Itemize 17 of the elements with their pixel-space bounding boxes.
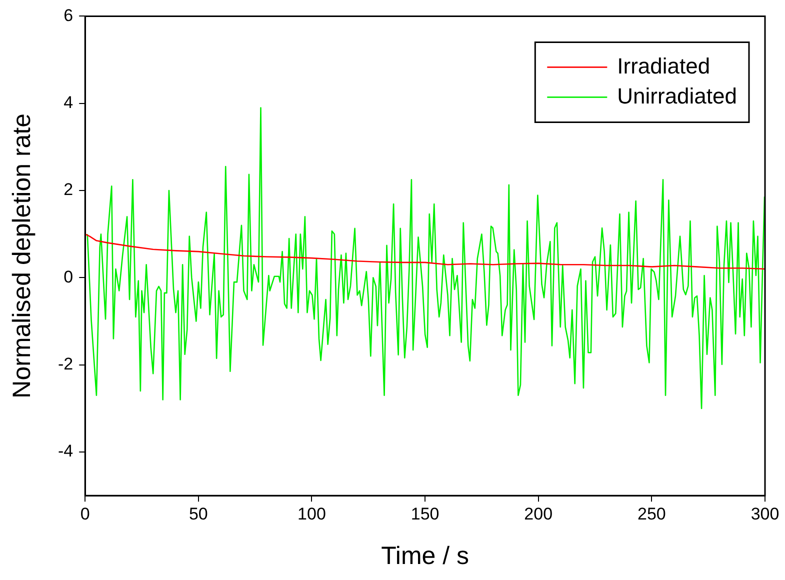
x-tick-label: 50 <box>188 504 208 524</box>
y-tick-label: -2 <box>58 354 74 374</box>
x-tick-label: 250 <box>638 504 666 524</box>
x-tick-label: 300 <box>750 504 780 524</box>
x-tick-label: 150 <box>410 504 440 524</box>
y-tick-label: 2 <box>64 180 74 200</box>
y-tick-label: 0 <box>64 267 74 286</box>
y-tick-label: 4 <box>64 93 74 112</box>
y-tick-label: -4 <box>58 442 74 461</box>
x-tick-label: 100 <box>298 504 326 524</box>
y-axis-title: Normalised depletion rate <box>8 113 36 398</box>
x-tick-label: 0 <box>80 504 90 524</box>
x-axis-title: Time / s <box>381 542 470 570</box>
legend-label: Irradiated <box>617 53 710 78</box>
x-tick-label: 200 <box>524 504 553 524</box>
legend-label: Unirradiated <box>617 83 738 108</box>
y-tick-label: 6 <box>64 6 74 25</box>
